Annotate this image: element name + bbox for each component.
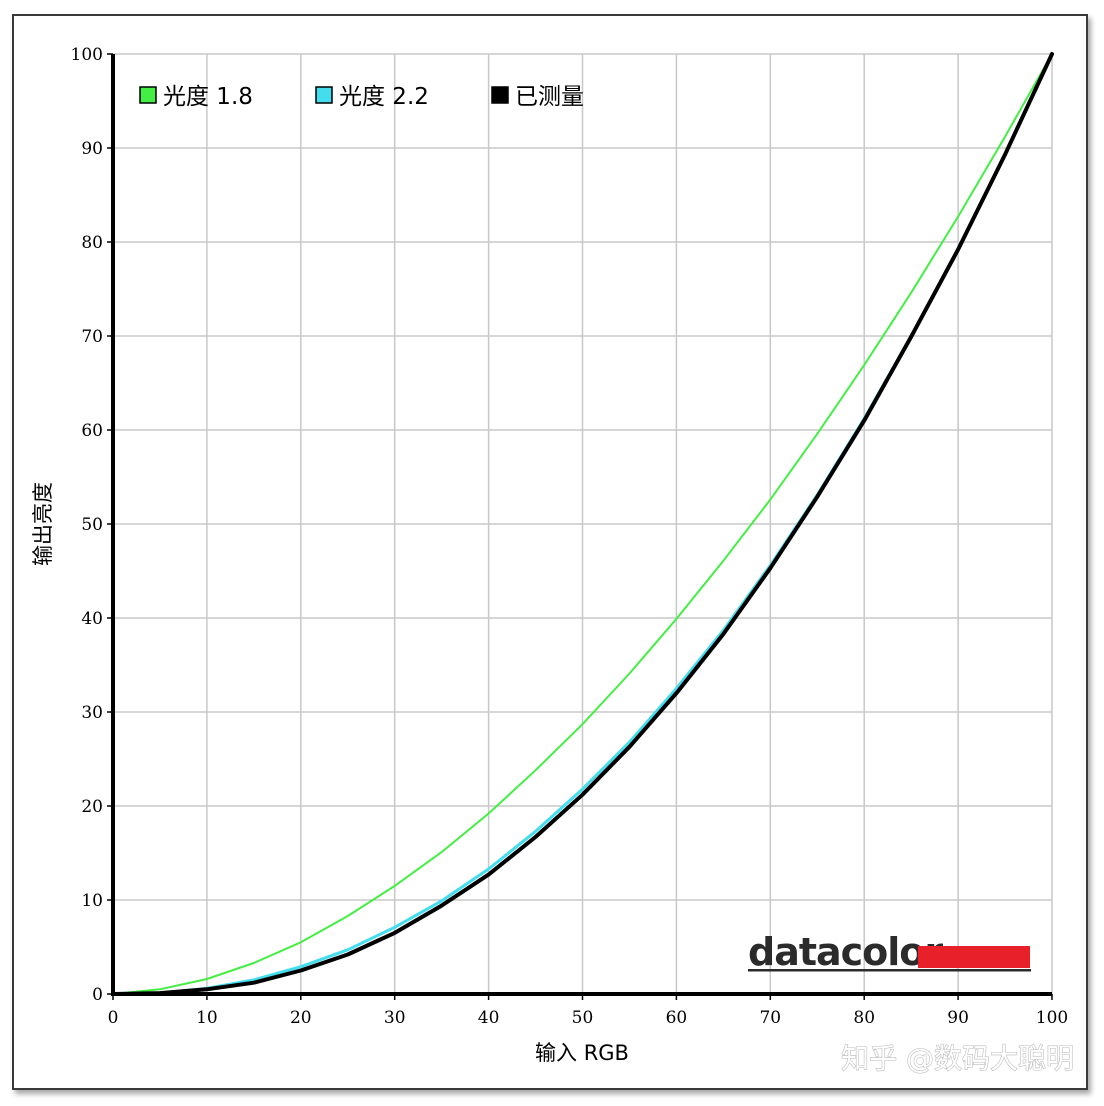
- brand-red-bar: [918, 946, 1030, 968]
- x-tick-label: 90: [947, 1008, 969, 1028]
- legend: 光度 1.8 光度 2.2 已测量: [139, 84, 584, 110]
- series-line-3: [111, 52, 1054, 996]
- legend-item-2: 光度 2.2: [315, 84, 429, 110]
- chart-frame: [12, 14, 1088, 1090]
- x-tick-label: 80: [853, 1008, 875, 1028]
- y-tick-label: 30: [81, 703, 103, 723]
- series-line-1: [112, 53, 1053, 995]
- x-tick-label: 30: [384, 1008, 406, 1028]
- x-tick-label: 50: [572, 1008, 594, 1028]
- legend-label: 光度 1.8: [163, 84, 253, 110]
- tick-labels: 0 10 20 30 40 50 60 70 80 90 100 0 10 20 30 40 50 60 70 80 9…: [71, 45, 1069, 1028]
- legend-label: 已测量: [515, 84, 584, 110]
- legend-swatch: [139, 86, 157, 104]
- y-tick-label: 10: [81, 891, 103, 911]
- x-tick-label: 100: [1036, 1008, 1068, 1028]
- x-tick-label: 0: [108, 1008, 119, 1028]
- y-tick-label: 100: [71, 45, 103, 65]
- legend-swatch: [315, 86, 333, 104]
- y-tick-label: 70: [81, 327, 103, 347]
- y-tick-label: 40: [81, 609, 103, 629]
- watermark: 知乎 @数码大聪明: [841, 1042, 1074, 1075]
- x-tick-label: 10: [196, 1008, 218, 1028]
- legend-label: 光度 2.2: [339, 84, 429, 110]
- x-axis-title: 输入 RGB: [535, 1041, 629, 1065]
- x-tick-label: 70: [759, 1008, 781, 1028]
- x-tick-label: 40: [478, 1008, 500, 1028]
- y-tick-label: 60: [81, 421, 103, 441]
- x-tick-label: 60: [666, 1008, 688, 1028]
- y-axis-title: 输出亮度: [31, 482, 55, 566]
- brand-underline: [748, 969, 1031, 972]
- axes: [107, 53, 1053, 1000]
- legend-swatch: [491, 86, 509, 104]
- legend-item-1: 光度 1.8: [139, 84, 253, 110]
- y-tick-label: 50: [81, 515, 103, 535]
- series-lines: [111, 52, 1054, 996]
- brand-name: datacolor: [748, 930, 943, 974]
- y-tick-label: 90: [81, 139, 103, 159]
- grid: [112, 53, 1053, 995]
- x-tick-label: 20: [290, 1008, 312, 1028]
- y-tick-label: 20: [81, 797, 103, 817]
- legend-item-3: 已测量: [491, 84, 584, 110]
- y-tick-label: 0: [92, 985, 103, 1005]
- y-tick-label: 80: [81, 233, 103, 253]
- datacolor-logo: datacolor: [748, 930, 1031, 974]
